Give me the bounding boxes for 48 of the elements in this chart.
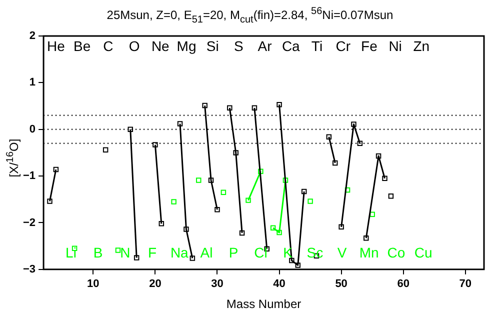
x-tick-label: 70 [459,278,472,290]
point [270,225,276,230]
point [177,121,183,126]
point [152,142,158,148]
point [53,166,59,172]
point [295,262,301,268]
x-tick-label: 60 [397,278,410,290]
y-tick-label: −3 [22,263,36,276]
point [128,126,134,132]
point [47,198,52,204]
point [332,160,338,166]
point [326,134,332,140]
x-tick-label: 10 [87,278,100,290]
x-axis-title: Mass Number [226,297,302,312]
x-tick-label: 20 [149,278,162,290]
point [233,150,238,156]
point [276,102,282,108]
point [364,236,369,241]
y-tick-label: 1 [29,76,36,89]
point [184,226,189,232]
point [246,198,251,203]
y-tick-label: 0 [29,123,36,136]
point [208,178,214,183]
point [357,140,363,146]
point [282,178,288,183]
x-tick-label: 30 [211,278,224,290]
chart-title: 25Msun, Z=0, E$_{51}$=20, M$_{cut}$(fin)=2.84, $^{56}$Ni=0.07Msun [106,6,394,26]
point [382,176,388,181]
x-tick-label: 40 [273,278,286,290]
point [158,221,164,226]
text: He Be C O Ne Mg Si S Ar Ca Ti Cr Fe Ni Zn [47,38,430,54]
point [276,230,282,236]
point [258,168,264,174]
point [338,224,344,230]
point [301,188,307,194]
point [252,105,258,111]
y-tick-label: 2 [29,30,36,42]
point [134,255,140,260]
point [190,256,196,261]
x-tick-label: 50 [335,278,348,290]
y-tick-label: −1 [22,170,36,182]
point [227,105,232,111]
point [239,230,245,236]
point [214,207,220,212]
y-tick-label: −2 [22,216,36,229]
point [351,122,356,127]
point [202,102,208,108]
point [376,153,382,159]
